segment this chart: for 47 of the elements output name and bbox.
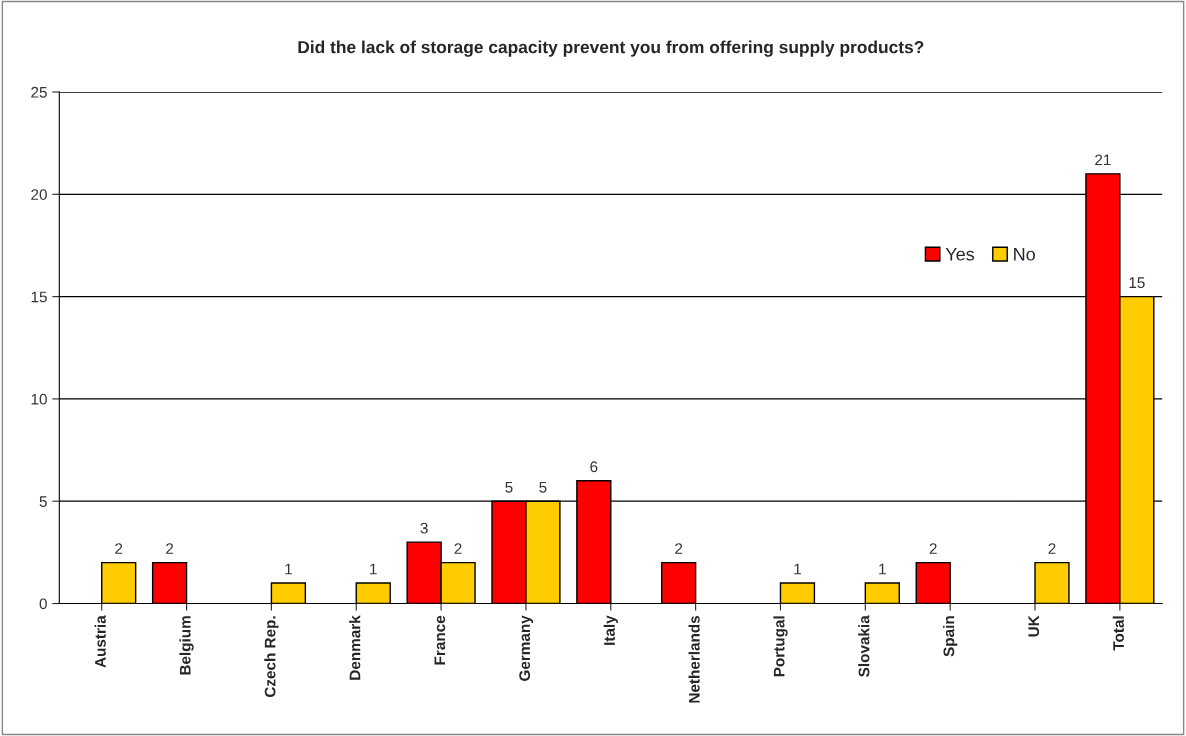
x-tick-label: Germany <box>519 615 534 681</box>
bar <box>661 561 697 604</box>
bar <box>355 582 391 604</box>
data-label: 3 <box>420 522 428 534</box>
y-tick-label: 5 <box>39 496 47 507</box>
data-label: 2 <box>675 543 683 554</box>
data-label: 1 <box>879 563 886 575</box>
y-tick-label: 0 <box>39 598 47 610</box>
data-label: 1 <box>370 563 377 575</box>
data-label: 5 <box>505 481 513 493</box>
x-tick-label: Netherlands <box>688 615 700 703</box>
y-tick-label: 25 <box>31 86 47 98</box>
y-tick-label: 15 <box>31 291 47 303</box>
data-label: 2 <box>1048 543 1056 554</box>
bar <box>779 582 816 604</box>
x-tick-label: Austria <box>94 615 106 668</box>
data-label: 2 <box>115 543 123 554</box>
legend-label: No <box>1014 247 1035 261</box>
data-label: 2 <box>929 543 937 554</box>
x-tick-label: Portugal <box>773 616 788 677</box>
x-tick-label: Spain <box>943 616 958 657</box>
legend-label: Yes <box>945 247 975 261</box>
data-label: 21 <box>1095 154 1111 166</box>
data-label: 2 <box>166 543 174 554</box>
bar <box>151 561 188 604</box>
x-tick-label: Italy <box>603 615 618 645</box>
x-tick-label: Czech Rep. <box>264 616 279 698</box>
x-tick-label: Belgium <box>179 616 194 675</box>
x-tick-label: Denmark <box>349 615 361 680</box>
y-tick-label: 10 <box>31 393 47 405</box>
bar <box>101 561 137 604</box>
data-label: 2 <box>454 543 462 554</box>
bar <box>270 582 307 604</box>
data-label: 6 <box>590 461 598 473</box>
x-tick-label: Slovakia <box>858 615 870 677</box>
data-label: 1 <box>285 563 292 575</box>
x-tick-label: UK <box>1028 615 1040 637</box>
x-tick-label: Total <box>1112 616 1124 651</box>
bar <box>915 561 951 604</box>
x-tick-label: France <box>434 615 446 665</box>
data-label: 5 <box>539 481 547 493</box>
bar <box>1034 561 1070 604</box>
bar <box>864 582 900 604</box>
chart-title: Did the lack of storage capacity prevent you from offering supply products? <box>298 40 924 57</box>
y-tick-label: 20 <box>31 189 47 200</box>
data-label: 1 <box>794 563 801 575</box>
data-label: 15 <box>1129 277 1145 289</box>
